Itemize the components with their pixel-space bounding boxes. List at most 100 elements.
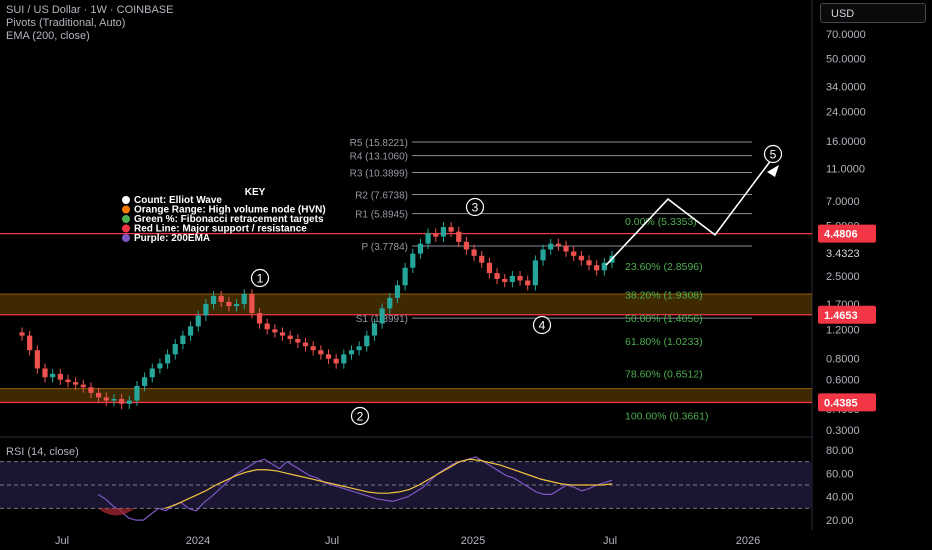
rsi-tick-label: 20.00 [826,515,854,527]
pivot-label: R1 (5.8945) [355,210,408,221]
price-label: 4.4806 [824,229,858,241]
rsi-oversold-fill [98,508,135,516]
candle-body [65,379,71,383]
candle-body [402,267,408,286]
key-item-label: Red Line: Major support / resistance [134,224,307,235]
wave-labels: 1 2 3 4 5 [250,144,783,426]
candle-body [410,253,416,268]
price-tick-label: 7.0000 [826,196,860,208]
candle-body [448,227,454,232]
candle-body [555,243,561,246]
key-item-dot [122,205,130,214]
candle-body [256,313,263,324]
fib-level-label: 61.80% (1.0233) [625,336,703,348]
pivot-label: R4 (13.1060) [350,152,408,163]
fib-level-label: 78.60% (0.6512) [625,369,703,381]
pivot-label: P (3.7784) [361,242,408,253]
candle-body [548,243,554,250]
price-label-badge [818,393,876,412]
price-tick-label: 1.2000 [826,324,860,336]
fib-level-label: 100.00% (0.3661) [625,411,708,423]
fib-level-label: 23.60% (2.8596) [625,261,703,273]
currency-button[interactable]: USD [820,3,926,23]
rsi-tick-label: 80.00 [826,445,854,457]
candle-body [287,335,293,339]
time-axis[interactable]: Jul 2024 Jul 2025 Jul 2026 [55,535,760,547]
pivot-label: R3 (10.3899) [350,168,408,179]
key-item-label: Count: Elliot Wave [134,195,222,206]
candle-body [226,301,232,307]
wave-label-circle [532,315,552,335]
price-tick-label: 16.0000 [826,136,866,148]
fib-levels: 0.00% (5.3353) 23.60% (2.8596) 38.20% (1.9… [625,216,708,423]
wave-projection [605,152,779,266]
candle-body [479,255,485,263]
candle-body [310,346,316,351]
candle-body [157,363,163,369]
pivot-label: R2 (7.6738) [355,191,408,202]
candle-body [525,280,531,286]
rsi-line [97,456,613,521]
candle-body [563,245,569,252]
support-resistance-lines [0,232,812,404]
candle-body [502,278,508,283]
candle-body [249,294,255,314]
candle-body [241,294,247,304]
rsi-tick-label: 40.00 [826,492,854,504]
candle-body [456,231,462,242]
candle-body [233,303,240,307]
rsi-tick-label: 60.00 [826,468,854,480]
candle-body [126,400,132,404]
key-item-dot [122,234,130,242]
candle-body [433,233,439,237]
candle-body [540,249,546,261]
candle-body [341,354,347,364]
candle-body [364,335,370,347]
key-item-label: Orange Range: High volume node (HVN) [134,205,326,216]
key-item-label: Purple: 200EMA [134,233,210,244]
candle-body [295,338,301,343]
hvn-ranges [0,293,812,403]
candle-body [578,255,584,261]
wave-label-circle [465,197,485,217]
candle-body [80,384,86,388]
candle-body [594,265,600,271]
rsi-title: RSI (14, close) [6,446,79,458]
key-title: KEY [245,187,266,198]
hvn-range [0,294,812,315]
candle-body [264,323,270,330]
key-item-label: Green %: Fibonacci retracement targets [134,214,324,225]
candle-body [272,329,278,333]
wave-label-circle [350,406,370,426]
candle-body [50,373,56,378]
candle-body [325,354,332,359]
candle-body [187,326,194,336]
price-label-badge [818,305,876,324]
pivots-indicator-label[interactable]: Pivots (Traditional, Auto) [6,17,126,29]
candle-body [164,354,171,364]
ema-indicator-label[interactable]: EMA (200, close) [6,30,90,42]
price-tick-label: 0.6000 [826,375,860,387]
candle-body [417,243,424,254]
fib-level-label: 50.00% (1.4056) [625,313,703,325]
candle-body [180,335,186,345]
candle-body [379,308,385,324]
price-tick-label: 34.0000 [826,81,866,93]
candle-body [34,350,40,369]
wave-label: 1 [257,272,264,286]
wave-projection-path [605,152,777,266]
time-tick-label: Jul [55,535,69,547]
candle-body [218,295,224,302]
price-tick-label: 0.8000 [826,354,860,366]
projection-arrowhead [767,165,779,177]
candle-body [440,227,447,237]
candle-body [517,275,523,281]
time-tick-label: Jul [603,535,617,547]
candle-body [509,275,515,283]
candle-body [195,315,201,327]
symbol-title[interactable]: SUI / US Dollar · 1W · COINBASE [6,4,174,16]
rsi-ma-line [164,458,613,509]
candle-body [149,368,155,378]
